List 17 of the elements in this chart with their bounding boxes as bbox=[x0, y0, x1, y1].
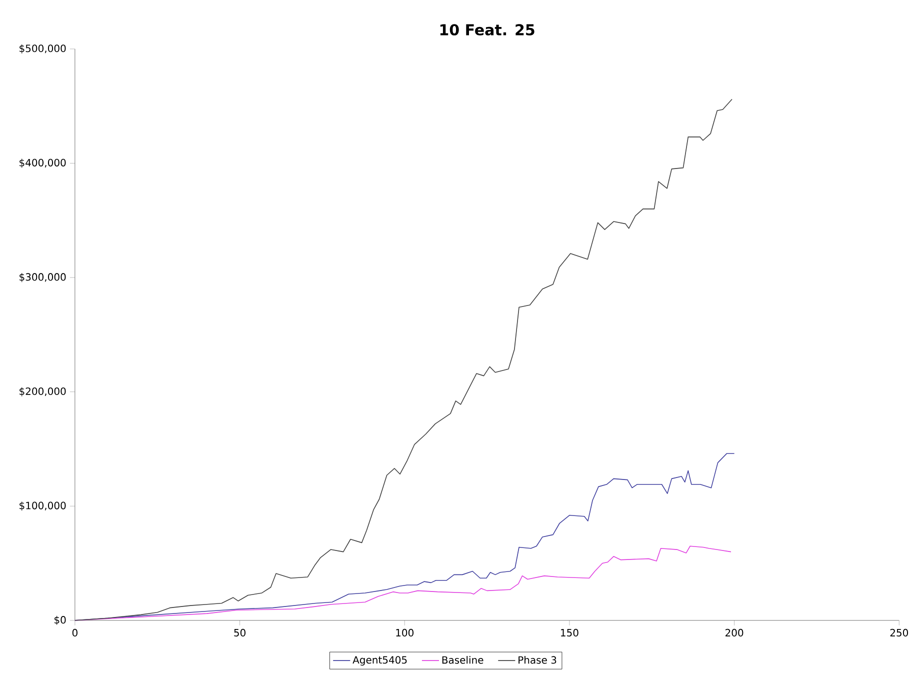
x-tick-label: 0 bbox=[72, 628, 78, 636]
y-tick-label: $200,000 bbox=[20, 387, 66, 396]
y-tick-label: $100,000 bbox=[20, 501, 66, 510]
legend-label: Baseline bbox=[442, 656, 484, 664]
legend-label: Phase 3 bbox=[518, 656, 556, 664]
x-tick-label: 150 bbox=[561, 628, 578, 636]
y-tick-label: $300,000 bbox=[20, 272, 66, 282]
y-tick-label: $0 bbox=[54, 616, 66, 625]
x-tick-label: 200 bbox=[726, 628, 744, 636]
y-tick-label: $500,000 bbox=[20, 44, 66, 54]
chart-title: 10 Feat. 25 bbox=[440, 24, 534, 36]
x-tick-label: 100 bbox=[396, 628, 414, 636]
line-series bbox=[74, 546, 732, 621]
y-tick-label: $400,000 bbox=[20, 158, 66, 168]
legend-label: Agent5405 bbox=[352, 656, 407, 666]
x-tick-label: 50 bbox=[234, 628, 246, 636]
x-tick-label: 250 bbox=[890, 628, 908, 636]
